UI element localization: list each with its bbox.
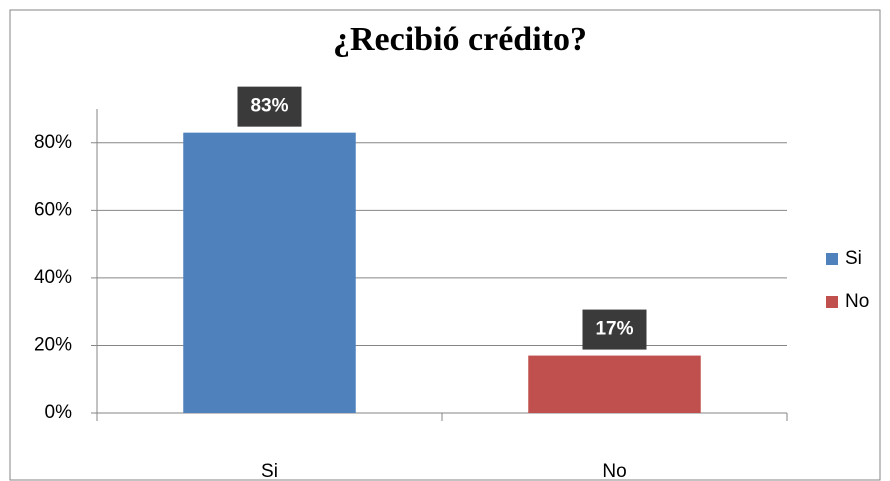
legend-label: No	[845, 291, 869, 312]
y-tick-label: 20%	[34, 334, 72, 355]
chart-title: ¿Recibió crédito?	[333, 21, 587, 58]
data-label-box	[582, 309, 647, 350]
y-tick-label: 0%	[45, 402, 73, 423]
y-tick-label: 80%	[34, 132, 72, 153]
bar	[528, 355, 701, 413]
data-label-box	[237, 86, 302, 127]
y-tick-label: 40%	[34, 267, 72, 288]
data-label: 83%	[250, 96, 288, 117]
legend-swatch	[826, 253, 838, 265]
x-tick-label: No	[602, 461, 626, 481]
chart-frame	[9, 9, 881, 481]
bar	[183, 132, 356, 413]
legend-label: Si	[845, 248, 862, 269]
x-tick-label: Si	[261, 461, 278, 481]
y-tick-label: 60%	[34, 199, 72, 220]
data-label: 17%	[595, 319, 633, 340]
legend-swatch	[826, 296, 838, 308]
